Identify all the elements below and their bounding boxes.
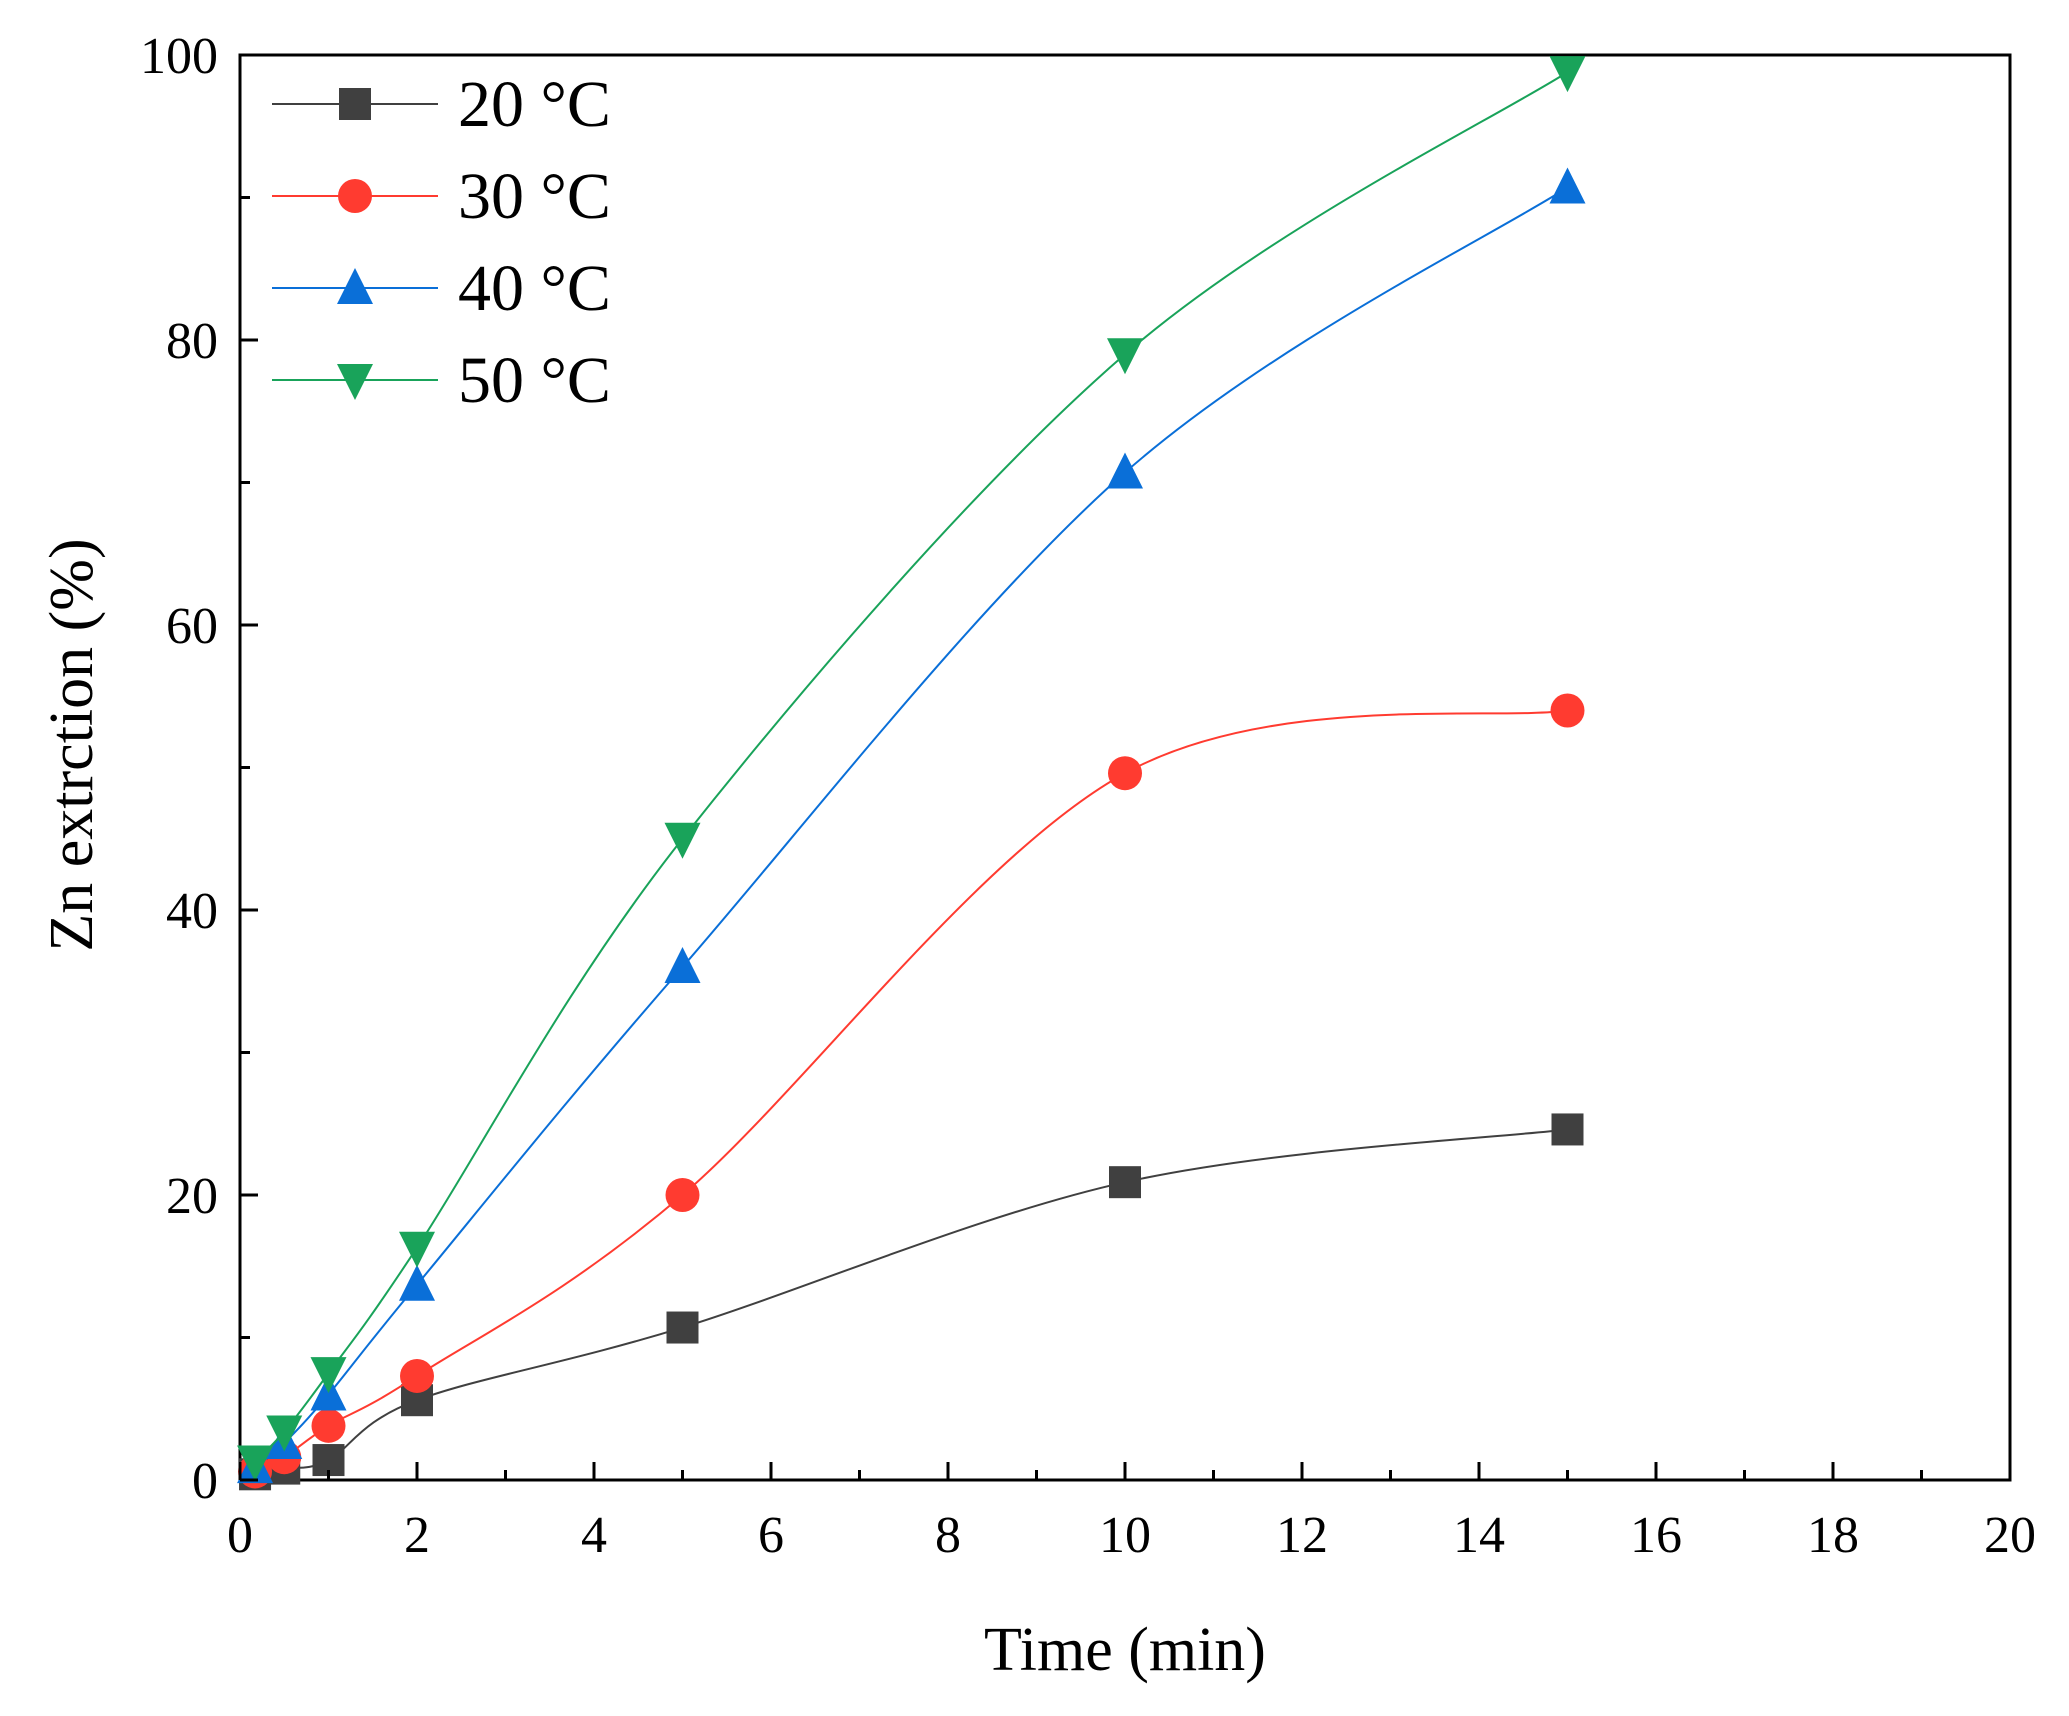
y-tick-label: 80 [166,313,218,370]
y-axis-title: Zn extrction (%) [38,538,106,951]
data-point [310,1357,347,1394]
x-tick-label: 12 [1276,1507,1328,1564]
data-point [666,1311,699,1344]
data-point [1107,452,1143,489]
series-group [238,693,1585,1489]
legend-item: 20 °C [272,68,611,141]
series-group [239,1113,1584,1491]
data-point [1549,56,1586,93]
series-group [237,167,1586,1484]
data-point [1549,167,1586,204]
data-point [237,1445,274,1482]
legend-item: 40 °C [272,252,611,325]
series-line [254,1128,1568,1476]
data-point [1551,1113,1584,1146]
x-tick-label: 14 [1453,1507,1505,1564]
x-tick-label: 16 [1630,1507,1682,1564]
y-tick-label: 0 [192,1453,218,1510]
data-point [664,947,701,983]
x-tick-label: 20 [1984,1507,2036,1564]
legend-marker [337,364,373,400]
data-point [665,1178,700,1212]
data-point [1107,338,1143,375]
y-tick-label: 60 [166,598,218,655]
data-point [266,1415,303,1452]
y-tick-label: 20 [166,1168,218,1225]
data-point [664,822,701,859]
data-point [400,1358,434,1393]
series-layer [237,56,1586,1491]
legend-label: 20 °C [458,68,611,141]
x-tick-label: 10 [1099,1507,1151,1564]
y-tick-label: 40 [166,883,218,940]
series-line [254,71,1569,1463]
data-point [311,1408,346,1443]
legend-item: 30 °C [272,160,611,233]
data-point [399,1264,435,1301]
data-point [399,1231,435,1268]
data-point [1108,756,1142,791]
x-tick-label: 18 [1807,1507,1859,1564]
legend-marker [339,88,371,120]
legend-label: 40 °C [458,252,611,325]
x-tick-label: 8 [935,1507,961,1564]
x-tick-label: 2 [404,1507,430,1564]
legend: 20 °C 30 °C 40 °C 50 °C [272,68,611,417]
legend-label: 50 °C [458,344,611,417]
x-tick-label: 4 [581,1507,607,1564]
y-tick-label: 100 [140,28,218,85]
data-point [1550,693,1585,728]
series-line [254,186,1569,1468]
legend-marker [338,179,372,213]
legend-marker [337,268,373,304]
series-line [254,709,1568,1473]
x-axis-title: Time (min) [984,1616,1266,1684]
x-tick-label: 0 [227,1507,253,1564]
data-point [1109,1166,1141,1199]
legend-label: 30 °C [458,160,611,233]
x-tick-label: 6 [758,1507,784,1564]
series-group [237,56,1586,1482]
legend-item: 50 °C [272,344,611,417]
axes-layer: 0 2 4 6 8 10 12 14 16 18 20 0 20 40 60 80 100 [140,28,2036,1564]
